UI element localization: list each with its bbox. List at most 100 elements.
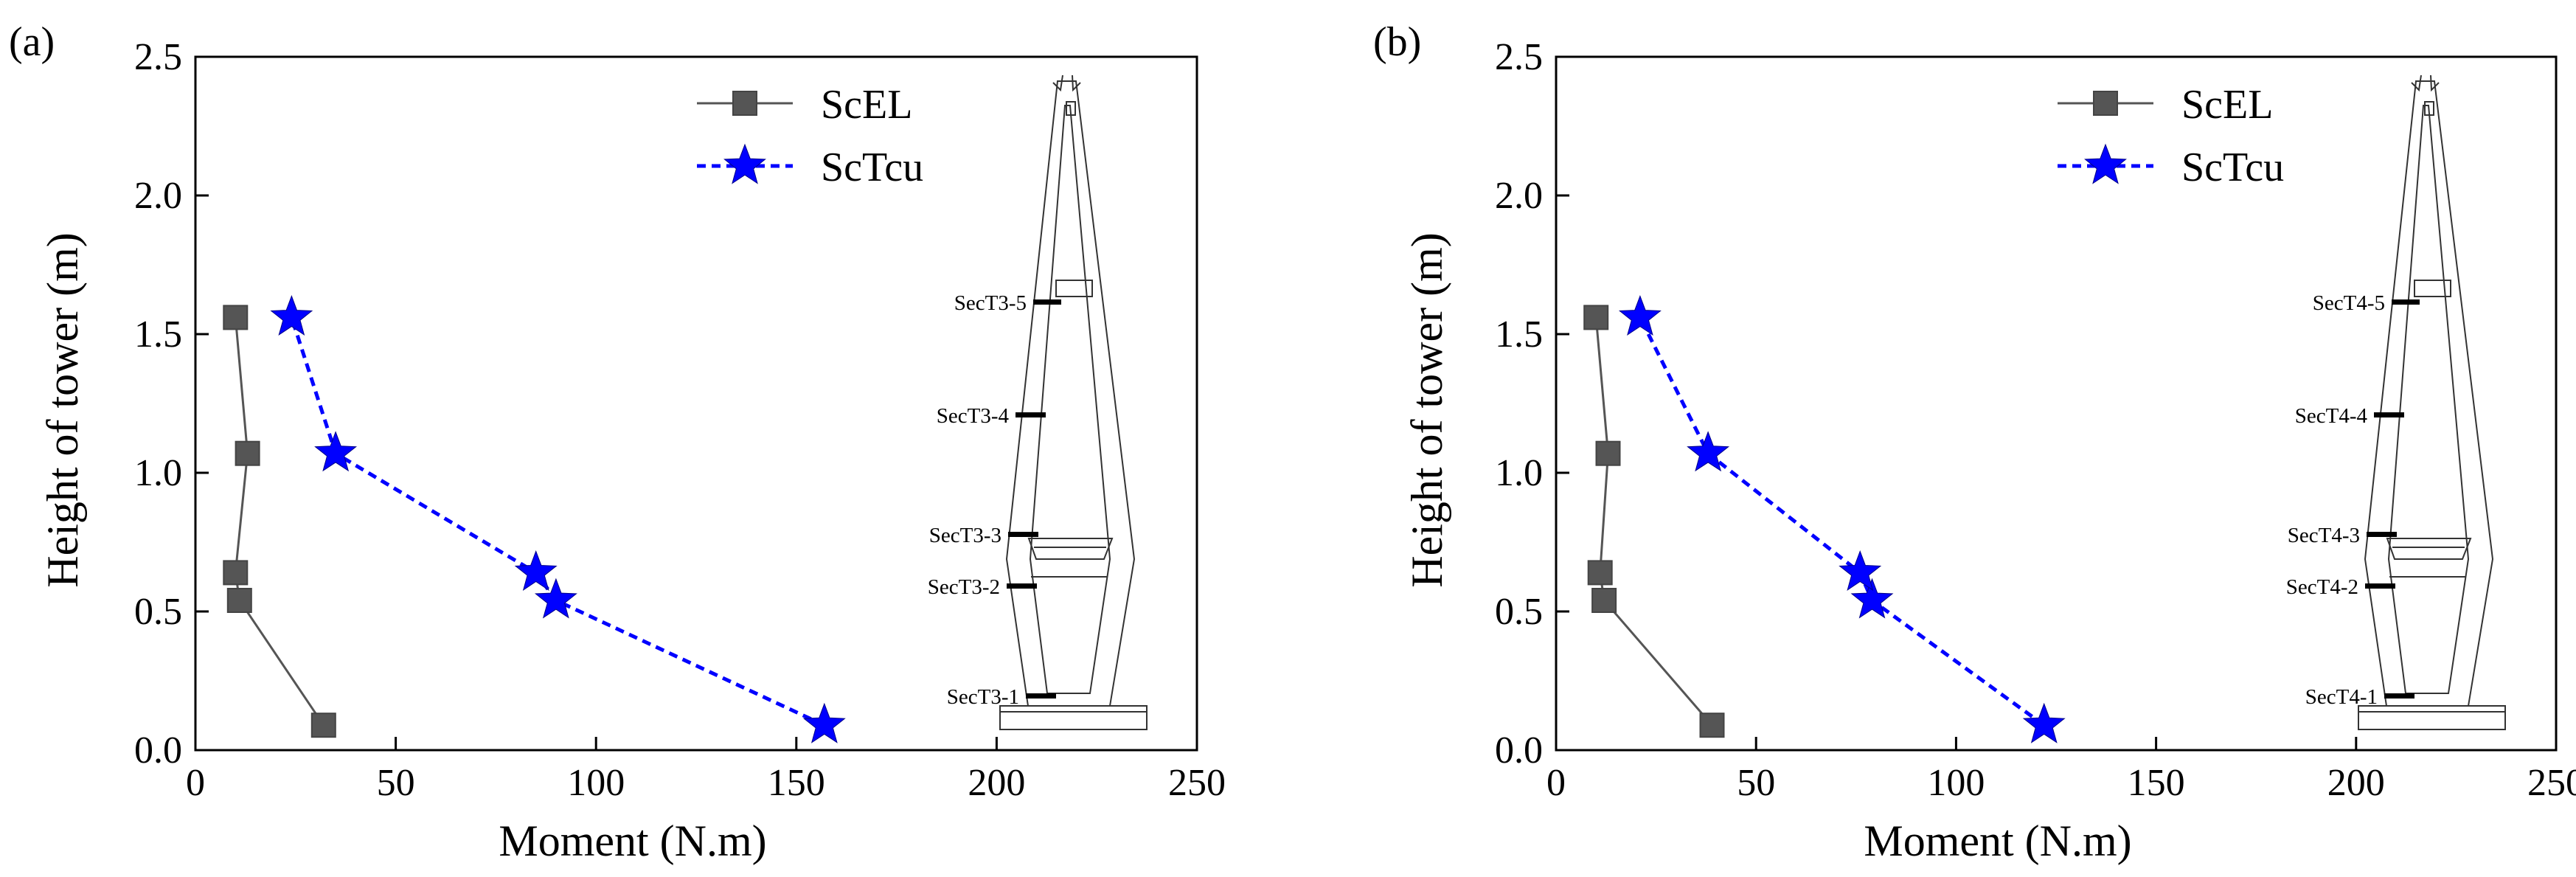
- panel-label: (b): [1373, 19, 1421, 65]
- section-label: SecT4-3: [2288, 524, 2360, 547]
- section-bar: [1033, 299, 1061, 305]
- section-bar: [1016, 412, 1046, 417]
- section-bar: [1026, 693, 1056, 699]
- y-tick-label: 2.0: [134, 175, 182, 217]
- legend-sctcu-marker: [2084, 143, 2127, 184]
- scel-point: [226, 588, 252, 613]
- y-tick-label: 0.5: [134, 591, 182, 633]
- lower-cross-beam: [1027, 538, 1114, 560]
- x-axis-title: Moment (N.m): [1864, 817, 2131, 865]
- scel-line: [1594, 317, 1713, 727]
- x-tick-label: 50: [1737, 762, 1775, 804]
- tower-top-slot: [1066, 101, 1076, 116]
- tower-schematic: [2358, 74, 2506, 730]
- legend: ScEL ScTcu: [697, 82, 923, 190]
- scel-point: [310, 713, 336, 738]
- sctcu-point: [1687, 431, 1730, 472]
- y-tick-label: 1.0: [134, 452, 182, 494]
- y-tick-label: 1.5: [1495, 313, 1543, 356]
- sctcu-point: [2022, 702, 2066, 743]
- x-tick-label: 100: [567, 762, 625, 804]
- scel-point: [235, 440, 260, 466]
- section-bar: [2365, 583, 2395, 589]
- x-tick-label: 150: [768, 762, 825, 804]
- tower-tip-left: [1052, 74, 1063, 92]
- section-label: SecT4-1: [2305, 685, 2378, 709]
- y-tick-label: 1.5: [134, 313, 182, 356]
- y-tick-label: 2.5: [1495, 36, 1543, 78]
- section-bar: [1007, 583, 1037, 589]
- y-tick-label: 1.0: [1495, 452, 1543, 494]
- section-label: SecT4-4: [2295, 404, 2368, 428]
- panel-label: (a): [9, 19, 55, 65]
- sctcu-point: [1618, 294, 1662, 336]
- sctcu-point: [1839, 550, 1882, 591]
- scel-point: [1591, 588, 1617, 613]
- x-tick-label: 50: [377, 762, 415, 804]
- x-tick-label: 250: [2527, 762, 2576, 804]
- plot-area: [1583, 294, 2066, 743]
- x-tick-label: 150: [2128, 762, 2185, 804]
- section-label: SecT3-3: [929, 524, 1001, 547]
- x-ticks: 0 50 100 150 200 250: [186, 737, 1226, 804]
- tower-base: [2358, 705, 2506, 730]
- section-bar: [2374, 412, 2404, 417]
- x-tick-label: 250: [1168, 762, 1226, 804]
- scel-point: [1595, 440, 1621, 466]
- legend-scel-marker: [732, 91, 757, 116]
- section-bar: [2367, 532, 2397, 537]
- x-tick-label: 200: [968, 762, 1025, 804]
- x-axis-title: Moment (N.m): [499, 817, 766, 865]
- tower-outline: [1005, 80, 1136, 707]
- section-label: SecT3-4: [937, 404, 1010, 428]
- upper-cross-beam: [1055, 280, 1093, 297]
- sctcu-point: [514, 550, 558, 591]
- tower-outline: [2364, 80, 2494, 707]
- tower-base: [999, 705, 1148, 730]
- legend-sctcu-marker: [723, 143, 766, 184]
- section-bar: [1008, 532, 1038, 537]
- y-axis-title: Height of tower (m): [1403, 232, 1451, 588]
- section-bar: [2392, 299, 2420, 305]
- scel-point: [1587, 560, 1613, 586]
- sctcu-point: [1850, 578, 1894, 619]
- sctcu-point: [534, 578, 577, 619]
- y-tick-label: 2.0: [1495, 175, 1543, 217]
- legend-sctcu-label: ScTcu: [821, 145, 923, 190]
- legend-scel-label: ScEL: [2181, 82, 2273, 128]
- scel-point: [223, 560, 249, 586]
- tower-tip-left: [2411, 74, 2422, 92]
- scel-point: [1583, 305, 1609, 330]
- x-tick-label: 200: [2327, 762, 2385, 804]
- tower-top-slot: [2424, 101, 2434, 116]
- sctcu-point: [802, 702, 846, 743]
- section-markers: SecT4-5 SecT4-4 SecT4-3 SecT4-2 SecT4-1: [2286, 291, 2420, 709]
- y-tick-label: 2.5: [134, 36, 182, 78]
- legend-scel-marker: [2093, 91, 2118, 116]
- panel-a: (a) Height of tower (m) Moment (N.m) 0.0…: [9, 19, 1226, 865]
- upper-cross-beam: [2414, 280, 2451, 297]
- tower-tip-right: [2430, 74, 2440, 92]
- x-tick-label: 0: [1546, 762, 1566, 804]
- y-axis-title: Height of tower (m): [38, 232, 87, 588]
- section-label: SecT3-1: [947, 685, 1019, 709]
- legend-sctcu-label: ScTcu: [2181, 145, 2284, 190]
- scel-point: [223, 305, 249, 330]
- x-ticks: 0 50 100 150 200 250: [1546, 737, 2576, 804]
- y-tick-label: 0.0: [134, 729, 182, 772]
- sctcu-point: [314, 431, 358, 472]
- y-tick-label: 0.0: [1495, 729, 1543, 772]
- section-bar: [2384, 693, 2414, 699]
- x-tick-label: 0: [186, 762, 205, 804]
- scel-point: [1699, 713, 1725, 738]
- tower-inner-outline: [1029, 105, 1111, 694]
- section-markers: SecT3-5 SecT3-4 SecT3-3 SecT3-2 SecT3-1: [928, 291, 1061, 709]
- plot-frame: [194, 55, 1198, 752]
- x-tick-label: 100: [1927, 762, 1985, 804]
- y-ticks: 0.0 0.5 1.0 1.5 2.0 2.5: [1495, 36, 1569, 772]
- plot-area: [223, 294, 846, 743]
- lower-cross-beam: [2386, 538, 2472, 560]
- tower-schematic: [999, 74, 1148, 730]
- sctcu-line: [290, 316, 825, 727]
